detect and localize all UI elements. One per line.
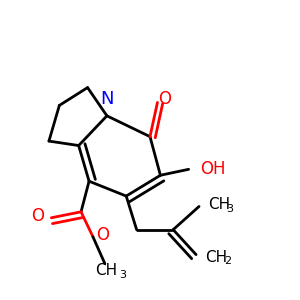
Text: N: N [100,90,114,108]
Text: O: O [31,207,44,225]
Text: CH: CH [206,250,228,265]
Text: OH: OH [200,160,225,178]
Text: 3: 3 [119,270,126,280]
Text: 3: 3 [226,204,233,214]
Text: CH: CH [95,262,117,278]
Text: O: O [158,90,171,108]
Text: 2: 2 [224,256,231,266]
Text: O: O [97,226,110,244]
Text: CH: CH [208,197,230,212]
